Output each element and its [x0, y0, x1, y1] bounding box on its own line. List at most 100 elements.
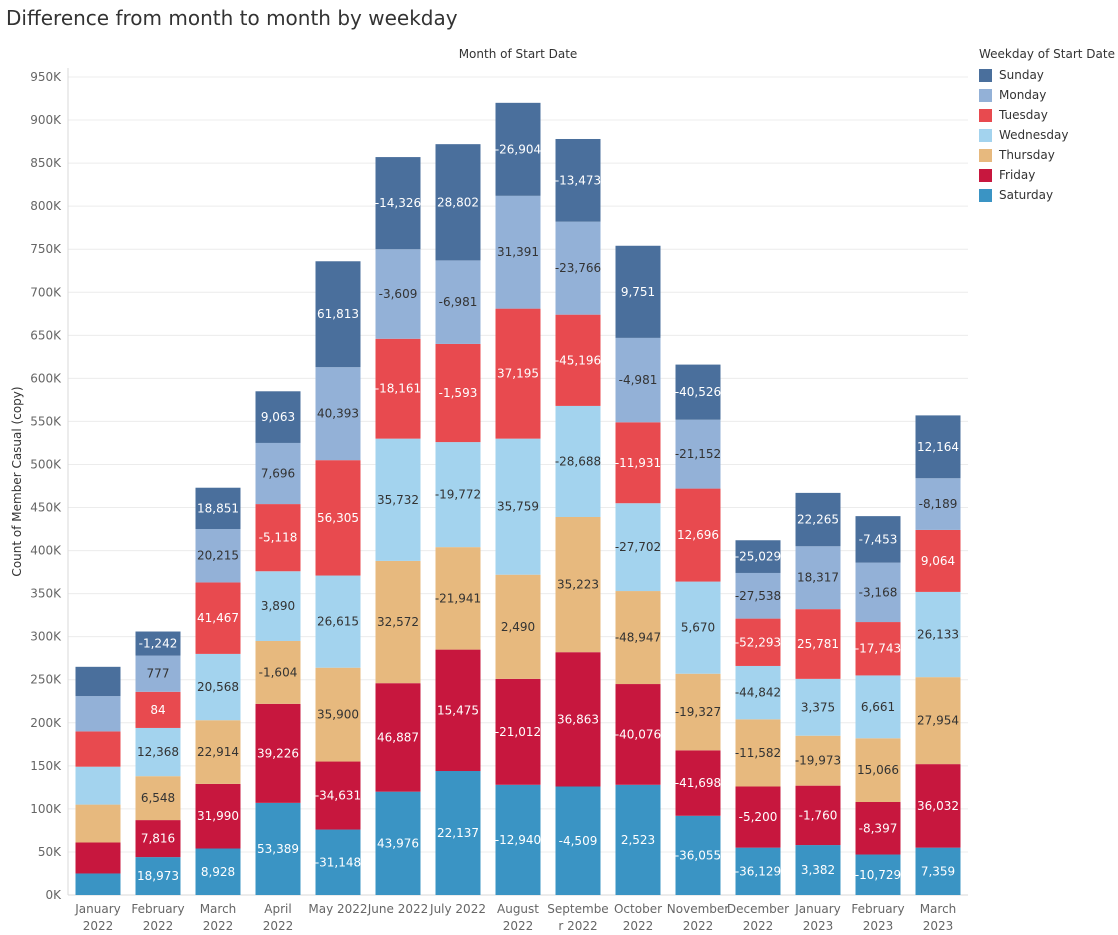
bar-segment-friday [435, 649, 481, 772]
bar-segment-monday [315, 367, 361, 461]
data-label: -45,196 [555, 353, 601, 367]
bar-segment-friday [75, 842, 121, 874]
bar-segment-saturday [195, 848, 241, 895]
bar-segment-wednesday [315, 575, 361, 668]
data-label: 28,802 [437, 195, 479, 209]
data-label: -21,152 [675, 447, 721, 461]
legend-item-sunday[interactable]: Sunday [979, 65, 1115, 85]
legend-item-monday[interactable]: Monday [979, 85, 1115, 105]
x-tick-label: May 2022 [308, 902, 367, 916]
data-label: -1,242 [139, 637, 178, 651]
data-label: -21,012 [495, 725, 541, 739]
data-label: 3,890 [261, 599, 295, 613]
data-label: -7,453 [859, 532, 898, 546]
bar-segment-monday [915, 478, 961, 530]
x-tick-label: 2022 [83, 919, 114, 933]
data-label: 32,572 [377, 615, 419, 629]
data-label: 36,032 [917, 799, 959, 813]
y-tick-label: 650K [30, 328, 62, 342]
data-label: 7,816 [141, 832, 175, 846]
legend-label: Sunday [999, 68, 1044, 82]
bar-segment-friday [675, 750, 721, 816]
bar-segment-wednesday [195, 653, 241, 721]
bar-segment-tuesday [795, 609, 841, 679]
legend-item-thursday[interactable]: Thursday [979, 145, 1115, 165]
bar-segment-monday [435, 260, 481, 344]
data-label: 40,393 [317, 407, 359, 421]
bar-segment-thursday [495, 574, 541, 679]
legend-swatch [979, 88, 992, 102]
bar-segment-saturday [675, 815, 721, 895]
data-label: -26,904 [495, 142, 541, 156]
y-tick-label: 750K [30, 242, 62, 256]
bar-segment-friday [555, 652, 601, 787]
y-tick-label: 550K [30, 414, 62, 428]
y-tick-label: 150K [30, 759, 62, 773]
bar-segment-thursday [315, 667, 361, 762]
data-label: -12,940 [495, 833, 541, 847]
bar-segment-saturday [735, 847, 781, 895]
bar-segment-thursday [255, 640, 301, 704]
x-tick-label: 2022 [143, 919, 174, 933]
bar-segment-sunday [615, 245, 661, 338]
data-label: 26,133 [917, 628, 959, 642]
bar-segment-tuesday [195, 582, 241, 654]
data-label: -1,593 [439, 386, 478, 400]
bar-segment-tuesday [675, 488, 721, 582]
bar-segment-thursday [795, 735, 841, 786]
legend-item-tuesday[interactable]: Tuesday [979, 105, 1115, 125]
data-label: -36,055 [675, 848, 721, 862]
data-label: 31,990 [197, 809, 239, 823]
bar-segment-thursday [735, 719, 781, 787]
legend-item-wednesday[interactable]: Wednesday [979, 125, 1115, 145]
bar-segment-friday [135, 820, 181, 858]
bar-segment-wednesday [675, 581, 721, 674]
bar-segment-friday [375, 683, 421, 792]
legend: Weekday of Start Date Sunday Monday Tuesda… [979, 47, 1115, 205]
bar-segment-thursday [375, 560, 421, 684]
data-label: -44,842 [735, 686, 781, 700]
y-tick-label: 450K [30, 501, 62, 515]
data-label: 36,863 [557, 712, 599, 726]
bar-segment-saturday [495, 784, 541, 895]
x-tick-label: 2022 [743, 919, 774, 933]
legend-item-saturday[interactable]: Saturday [979, 185, 1115, 205]
x-tick-label: 2023 [923, 919, 954, 933]
bar-segment-wednesday [135, 727, 181, 777]
data-label: -4,981 [619, 373, 658, 387]
data-label: -3,609 [379, 287, 418, 301]
data-label: 3,382 [801, 863, 835, 877]
bar-segment-monday [615, 337, 661, 423]
bar-segment-sunday [135, 631, 181, 656]
bar-segment-saturday [555, 786, 601, 895]
data-label: 15,475 [437, 703, 479, 717]
bar-segment-tuesday [435, 343, 481, 443]
x-tick-label: 2022 [503, 919, 534, 933]
y-tick-label: 0K [45, 888, 62, 902]
bar-segment-friday [855, 802, 901, 855]
x-tick-label: 2023 [803, 919, 834, 933]
legend-label: Friday [999, 168, 1036, 182]
bar-segment-tuesday [915, 529, 961, 592]
y-axis-title: Count of Member Casual (copy) [10, 386, 24, 576]
y-tick-label: 800K [30, 199, 62, 213]
bar-segment-wednesday [795, 678, 841, 736]
bar-segment-sunday [75, 666, 121, 697]
data-label: 35,900 [317, 708, 359, 722]
x-tick-label: March [920, 902, 957, 916]
data-label: 35,759 [497, 500, 539, 514]
bar-segment-thursday [75, 804, 121, 843]
bar-segment-saturday [375, 791, 421, 895]
bar-segment-thursday [555, 516, 601, 653]
data-label: 6,548 [141, 791, 175, 805]
legend-label: Tuesday [999, 108, 1048, 122]
data-label: -40,076 [615, 727, 661, 741]
legend-item-friday[interactable]: Friday [979, 165, 1115, 185]
data-label: 18,851 [197, 501, 239, 515]
bar-segment-friday [915, 764, 961, 848]
x-tick-label: March [200, 902, 237, 916]
data-label: -48,947 [615, 631, 661, 645]
x-tick-label: June 2022 [367, 902, 429, 916]
x-tick-label: February [131, 902, 184, 916]
bar-segment-sunday [495, 102, 541, 196]
